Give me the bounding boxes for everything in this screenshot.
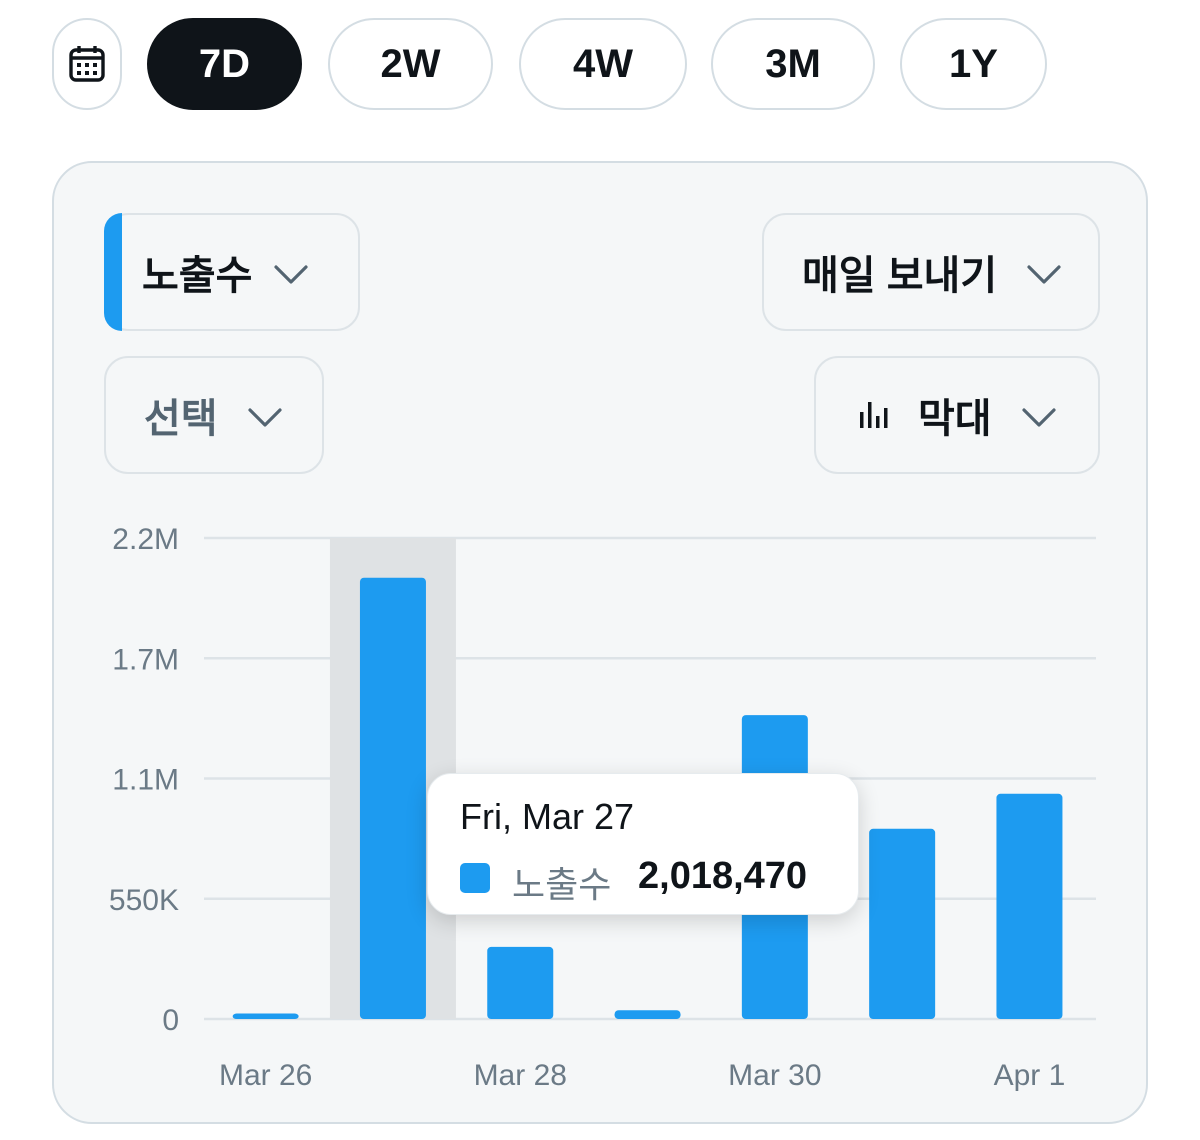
tooltip-date: Fri, Mar 27 [460, 796, 635, 837]
impressions-bar-chart: 0 550K 1.1M 1.7M 2.2M Mar 26 Mar 28 Mar 30 Apr … [109, 523, 1096, 1092]
x-tick-label: Mar 30 [728, 1059, 821, 1092]
metric-color-indicator [104, 213, 122, 331]
range-1y-button[interactable]: 1Y [900, 18, 1047, 110]
bar[interactable] [869, 828, 936, 1019]
y-axis-ticks: 0 550K 1.1M 1.7M 2.2M [109, 523, 179, 1037]
chevron-down-icon [1027, 250, 1061, 295]
y-tick-label: 2.2M [112, 523, 179, 556]
chart-tooltip: Fri, Mar 27 노출수 2,018,470 [427, 773, 859, 915]
y-tick-label: 1.1M [112, 764, 179, 797]
range-2w-button[interactable]: 2W [328, 18, 493, 110]
bar[interactable] [232, 1013, 299, 1019]
range-7d-button[interactable]: 7D [147, 18, 302, 110]
chart-type-dropdown[interactable]: 막대 [814, 356, 1100, 474]
range-3m-button[interactable]: 3M [711, 18, 875, 110]
x-tick-label: Apr 1 [994, 1059, 1066, 1092]
tooltip-value: 2,018,470 [638, 855, 808, 897]
tooltip-series-swatch [460, 863, 490, 893]
chart-type-label: 막대 [918, 397, 992, 441]
x-tick-label: Mar 28 [474, 1059, 567, 1092]
x-axis-ticks: Mar 26 Mar 28 Mar 30 Apr 1 [219, 1059, 1065, 1092]
compare-label: 선택 [144, 397, 218, 441]
bar-chart-icon [858, 393, 890, 438]
range-4w-button[interactable]: 4W [519, 18, 687, 110]
chevron-down-icon [248, 393, 282, 438]
x-tick-label: Mar 26 [219, 1059, 312, 1092]
compare-dropdown[interactable]: 선택 [104, 356, 324, 474]
bar[interactable] [996, 793, 1063, 1019]
bar[interactable] [487, 946, 554, 1019]
bar[interactable] [614, 1010, 681, 1019]
bar[interactable] [359, 577, 426, 1019]
chevron-down-icon [274, 250, 309, 295]
y-tick-label: 1.7M [112, 643, 179, 676]
calendar-icon [69, 46, 105, 82]
y-tick-label: 0 [162, 1004, 179, 1037]
export-label: 매일 보내기 [802, 254, 998, 298]
analytics-card: 노출수 매일 보내기 선택 막대 [52, 161, 1148, 1124]
metric-label: 노출수 [142, 254, 253, 298]
calendar-button[interactable] [52, 18, 122, 110]
export-dropdown[interactable]: 매일 보내기 [762, 213, 1100, 331]
metric-dropdown[interactable]: 노출수 [104, 213, 360, 331]
chevron-down-icon [1022, 393, 1056, 438]
y-tick-label: 550K [109, 884, 179, 917]
tooltip-series-name: 노출수 [512, 864, 612, 905]
